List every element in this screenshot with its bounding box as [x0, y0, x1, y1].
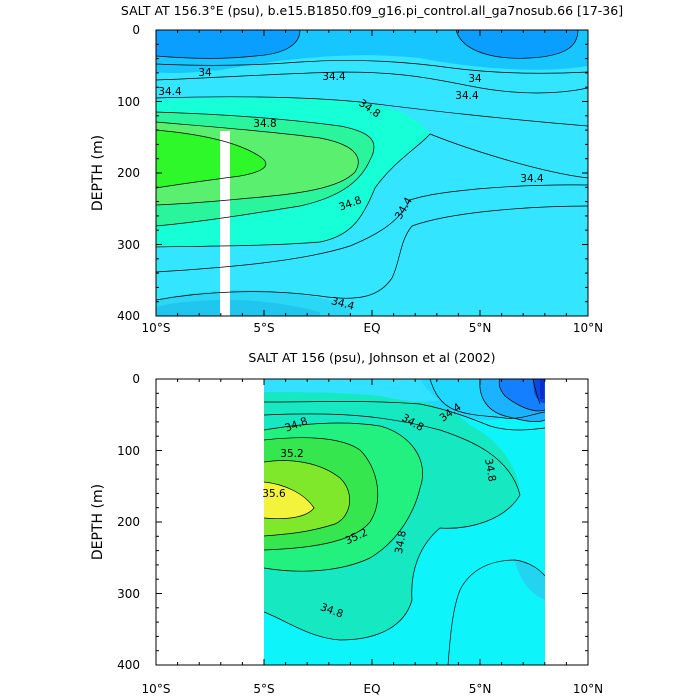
x-tick-label: 5°N — [469, 682, 492, 696]
observed-salinity-panel: SALT AT 156 (psu), Johnson et al (2002) — [90, 350, 603, 696]
panel1-contour-label: 34.4 — [520, 173, 544, 185]
y-tick-label: 200 — [117, 515, 140, 529]
x-tick-label: EQ — [363, 682, 380, 696]
x-tick-label: 5°S — [253, 682, 274, 696]
panel2-y-tick-labels: 0 100 200 300 400 — [117, 372, 140, 672]
panel1-contour-lines — [156, 30, 588, 301]
panel1-contour-label: 34.4 — [322, 71, 346, 83]
panel1-contour-label: 34.4 — [455, 90, 479, 102]
x-tick-label: EQ — [363, 321, 380, 335]
panel2-contour-label: 35.2 — [280, 448, 303, 460]
x-tick-label: 10°N — [573, 682, 603, 696]
panel1-y-axis-label: DEPTH (m) — [90, 135, 106, 211]
panel2-y-axis-label: DEPTH (m) — [90, 484, 106, 560]
panel1-x-tick-labels: 10°S 5°S EQ 5°N 10°N — [142, 321, 604, 335]
panel2-axis-ticks — [155, 378, 589, 666]
panel2-contour-label: 35.6 — [262, 488, 286, 500]
x-tick-label: 5°N — [469, 321, 492, 335]
panel1-contour-label: 34.8 — [253, 118, 276, 130]
panel2-contour-fill — [264, 379, 545, 665]
panel2-x-tick-labels: 10°S 5°S EQ 5°N 10°N — [142, 682, 604, 696]
y-tick-label: 400 — [117, 309, 140, 323]
x-tick-label: 10°S — [142, 321, 171, 335]
y-tick-label: 0 — [132, 23, 140, 37]
panel1-contour-label: 34 — [468, 73, 482, 85]
model-salinity-panel: SALT AT 156.3°E (psu), b.e15.B1850.f09_g… — [90, 3, 623, 335]
panel2-contour-lines — [264, 379, 545, 665]
panel1-title: SALT AT 156.3°E (psu), b.e15.B1850.f09_g… — [121, 3, 623, 18]
panel2-contour-label: 34.8 — [393, 530, 409, 555]
panel2-title: SALT AT 156 (psu), Johnson et al (2002) — [248, 350, 495, 365]
panel1-axis-ticks — [155, 29, 589, 317]
x-tick-label: 10°S — [142, 682, 171, 696]
x-tick-label: 5°S — [253, 321, 274, 335]
panel1-contour-fill — [156, 30, 588, 316]
panel1-y-tick-labels: 0 100 200 300 400 — [117, 23, 140, 323]
y-tick-label: 100 — [117, 95, 140, 109]
y-tick-label: 400 — [117, 658, 140, 672]
panel1-contour-label: 34.4 — [158, 86, 182, 98]
x-tick-label: 10°N — [573, 321, 603, 335]
panel1-contour-label: 34.4 — [330, 295, 356, 313]
y-tick-label: 0 — [132, 372, 140, 386]
y-tick-label: 100 — [117, 444, 140, 458]
y-tick-label: 300 — [117, 238, 140, 252]
y-tick-label: 200 — [117, 166, 140, 180]
y-tick-label: 300 — [117, 587, 140, 601]
panel1-contour-label: 34 — [198, 67, 212, 79]
panel2-contour-label: 34.8 — [482, 458, 498, 483]
